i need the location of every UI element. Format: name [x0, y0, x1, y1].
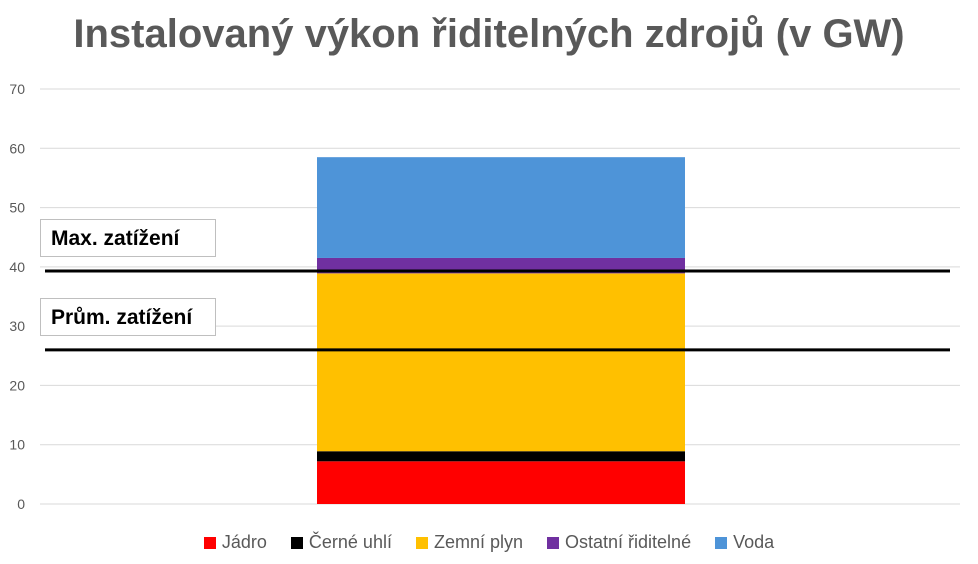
y-tick-label: 10 — [9, 437, 25, 453]
y-tick-label: 50 — [9, 200, 25, 216]
legend-swatch — [715, 536, 728, 549]
chart-title: Instalovaný výkon řiditelných zdrojů (v … — [73, 12, 905, 56]
y-tick-label: 60 — [9, 140, 25, 156]
y-tick-label: 40 — [9, 259, 25, 275]
bar-segment — [317, 273, 685, 452]
y-tick-label: 30 — [9, 318, 25, 334]
legend-swatch — [290, 536, 303, 549]
legend: Jádro Černé uhlí Zemní plyn Ostatní řiditel… — [0, 532, 978, 553]
bar-segment — [317, 451, 685, 462]
legend-label: Zemní plyn — [433, 532, 524, 552]
y-tick-label: 20 — [9, 377, 25, 393]
legend-label: Voda — [733, 532, 775, 552]
y-axis-ticks: 0 10 20 30 40 50 60 70 — [9, 81, 25, 512]
legend-label: Ostatní řiditelné — [565, 532, 692, 552]
y-tick-label: 70 — [9, 81, 25, 97]
annotation-label: Max. zatížení — [40, 219, 216, 257]
legend-item: Černé uhlí — [290, 532, 392, 553]
legend-item: Voda — [715, 532, 774, 553]
legend-item: Jádro — [203, 532, 267, 553]
legend-item: Zemní plyn — [415, 532, 524, 553]
bar-segment — [317, 461, 685, 504]
reference-lines — [45, 269, 950, 352]
bar-segment — [317, 157, 685, 258]
legend-label: Jádro — [221, 532, 267, 552]
annotation-label: Prům. zatížení — [40, 297, 216, 336]
bar-stack — [317, 157, 685, 504]
legend-item: Ostatní řiditelné — [547, 532, 691, 553]
legend-label: Černé uhlí — [308, 532, 392, 552]
legend-swatch — [547, 536, 560, 549]
y-tick-label: 0 — [17, 496, 25, 512]
legend-swatch — [203, 536, 216, 549]
legend-swatch — [415, 536, 428, 549]
